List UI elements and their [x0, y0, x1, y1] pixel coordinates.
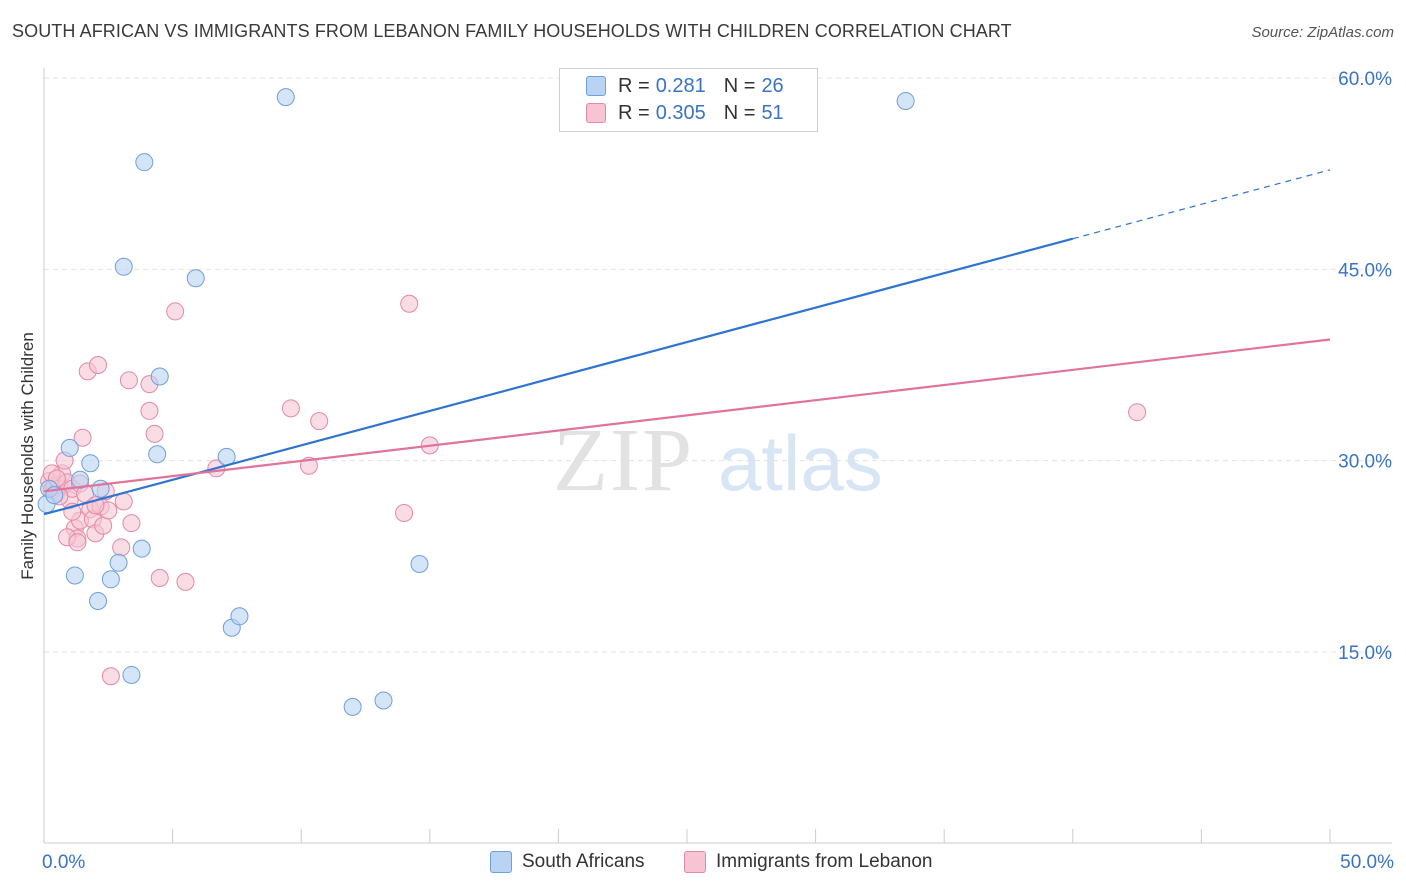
south-african-point [101, 570, 120, 589]
bottom-legend-label: Immigrants from Lebanon [716, 851, 933, 872]
lebanon-point [310, 412, 329, 431]
south-african-point [230, 607, 249, 626]
legend-box: R = 0.281 N = 26 R = 0.305 N = 51 [559, 68, 818, 132]
south-african-point [150, 367, 169, 386]
south-african-point [91, 479, 110, 498]
y-tick-label: 15.0% [1338, 643, 1392, 664]
lebanon-point [1128, 403, 1147, 422]
south-african-point [276, 88, 295, 107]
lebanon-point [89, 356, 108, 374]
legend-n-value: 26 [761, 74, 784, 97]
lebanon-point [112, 538, 131, 557]
lebanon-point [400, 294, 419, 313]
south-african-point [132, 539, 151, 558]
y-tick-label: 45.0% [1338, 260, 1392, 281]
watermark-atlas: atlas [718, 419, 883, 507]
legend-n-label: N = [723, 74, 756, 97]
lebanon-point [101, 667, 120, 686]
y-tick-label: 60.0% [1338, 69, 1392, 90]
legend-r-value: 0.281 [655, 74, 706, 97]
south-african-point [374, 691, 393, 710]
chart-title: SOUTH AFRICAN VS IMMIGRANTS FROM LEBANON… [12, 21, 1012, 41]
legend-r-label: R = [618, 101, 650, 124]
south-african-point [410, 554, 429, 573]
south-african-point [89, 591, 108, 610]
bottom-legend-lebanon: Immigrants from Lebanon [684, 851, 933, 873]
x-tick-label-max: 50.0% [1340, 852, 1394, 873]
y-tick-label: 30.0% [1338, 452, 1392, 473]
bottom-legend-south-africans: South Africans [490, 851, 645, 873]
legend-n-label: N = [723, 101, 756, 124]
legend-r-label: R = [618, 74, 650, 97]
south-african-point [60, 438, 79, 457]
south-african-point [186, 269, 205, 288]
lebanon-point [145, 424, 164, 443]
lebanon-point [68, 533, 87, 552]
source-label: Source: ZipAtlas.com [1251, 24, 1394, 41]
lebanon-point [166, 302, 185, 321]
south-african-point [109, 553, 128, 572]
legend-row-lebanon: R = 0.305 N = 51 [586, 100, 784, 126]
south-african-point [65, 566, 84, 585]
south-african-point [122, 665, 141, 684]
lebanon-point [122, 514, 141, 533]
bottom-legend: South Africans Immigrants from Lebanon [0, 851, 1406, 877]
south-african-trend-extension [1072, 169, 1331, 240]
south-african-point [71, 470, 90, 489]
south-african-point [135, 153, 154, 172]
lebanon-point [395, 503, 414, 522]
watermark-zip: ZIP [553, 411, 694, 510]
lebanon-point [281, 399, 300, 418]
lebanon-trend-line [43, 338, 1331, 493]
x-tick-label-min: 0.0% [42, 852, 86, 873]
south-african-point [81, 454, 100, 473]
lebanon-point [140, 401, 159, 420]
bottom-legend-label: South Africans [522, 851, 645, 872]
south-african-point [343, 697, 362, 716]
legend-r-value: 0.305 [655, 101, 706, 124]
lebanon-point [150, 569, 169, 588]
legend-swatch-blue [586, 76, 606, 96]
lebanon-point [176, 572, 195, 591]
south-african-point [114, 257, 133, 276]
south-african-point [148, 445, 167, 464]
lebanon-point [94, 516, 113, 535]
legend-swatch-pink [586, 103, 606, 123]
legend-row-south-africans: R = 0.281 N = 26 [586, 73, 784, 99]
legend-n-value: 51 [761, 101, 784, 124]
south-african-trend-line [43, 237, 1074, 516]
south-african-point [896, 91, 915, 110]
bottom-legend-swatch-pink [684, 851, 706, 873]
lebanon-point [119, 371, 138, 390]
bottom-legend-swatch-blue [490, 851, 512, 873]
lebanon-point [73, 428, 92, 447]
